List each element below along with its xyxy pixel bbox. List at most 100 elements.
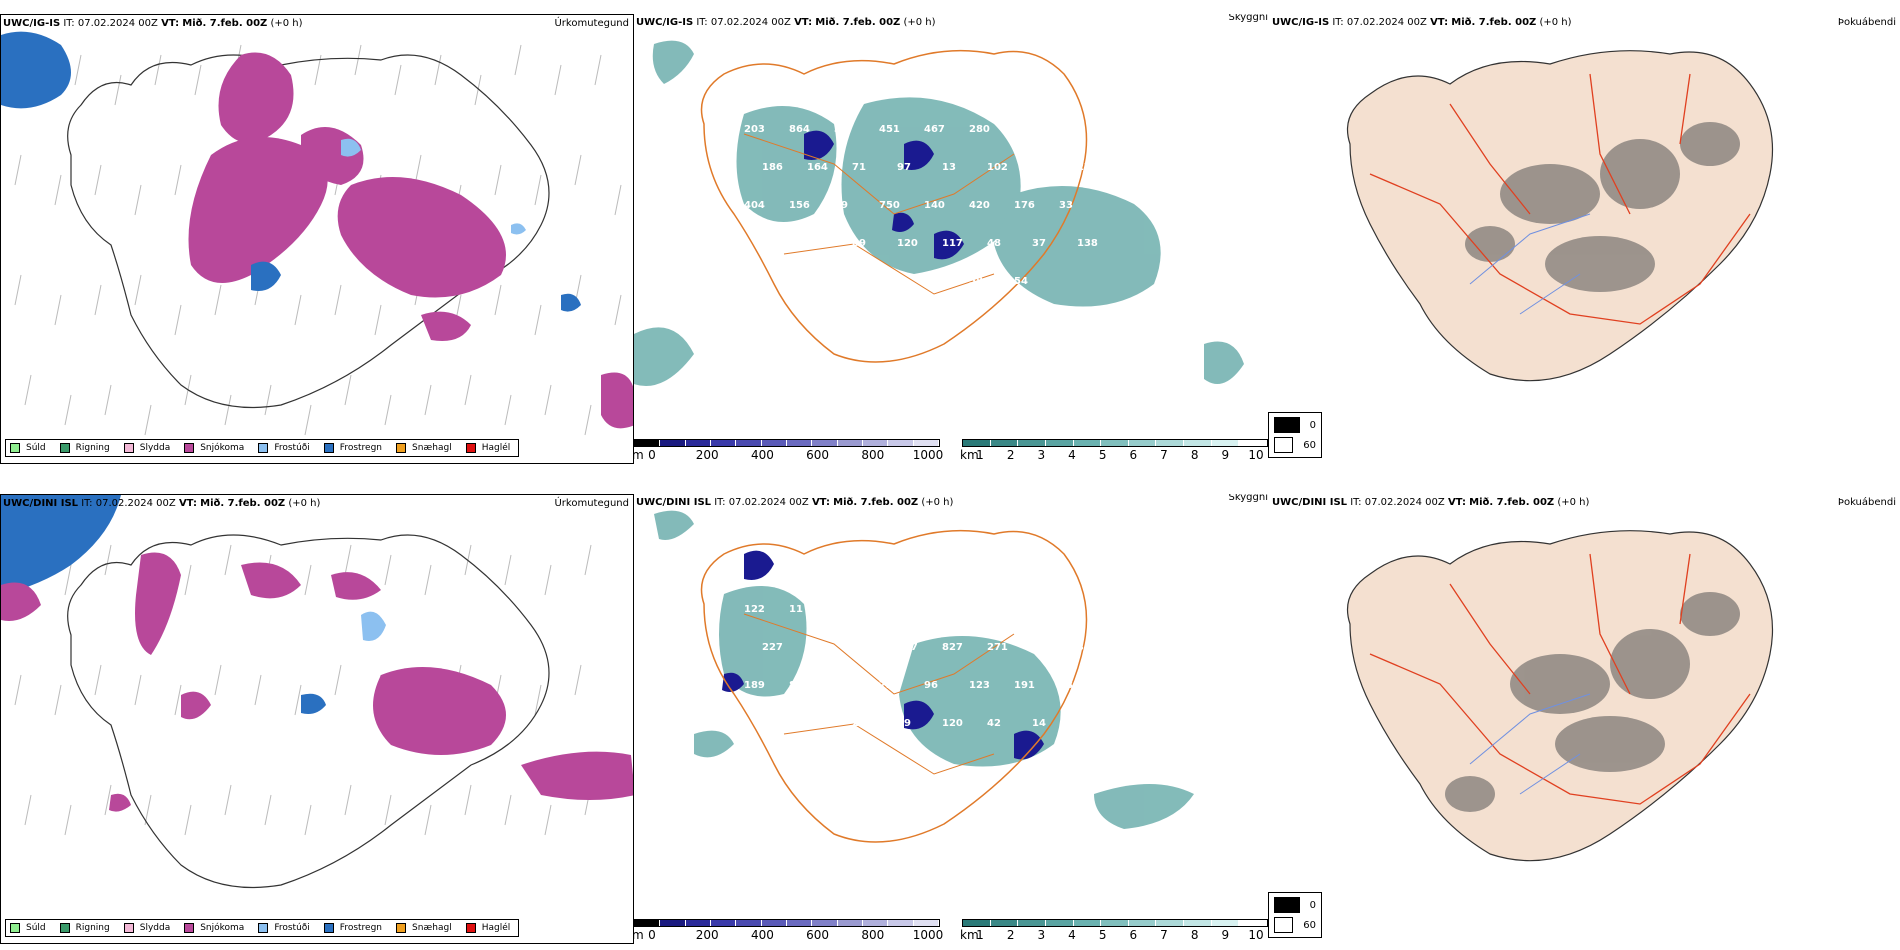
colorbar-tick: 200 — [695, 928, 719, 942]
it-value: 07.02.2024 00Z — [1364, 497, 1445, 508]
fog-roads — [1369, 73, 1751, 325]
vt-label: VT: — [794, 17, 813, 28]
legend-label: Slydda — [139, 923, 171, 933]
vt-value: Mið. 7.feb. 00Z — [1469, 497, 1555, 508]
map-value-label: 120 — [942, 718, 963, 729]
map-value-label: 12 — [1059, 124, 1073, 135]
map-value-label: 227 — [762, 642, 783, 653]
colorbar-segment — [1184, 440, 1212, 446]
map-value-label: 160 — [852, 642, 873, 653]
fog-legend-label: 60 — [1303, 919, 1316, 931]
frostregn-areas — [1, 31, 581, 312]
legend-swatch — [10, 923, 20, 933]
map-value-label: 240 — [762, 718, 783, 729]
map-value-label: 314 — [1077, 642, 1098, 653]
colorbar-tick: 0 — [648, 928, 656, 942]
fog-legend-swatch — [1274, 917, 1294, 933]
colorbar-tick: 0 — [648, 448, 656, 462]
roads — [743, 133, 1015, 295]
colorbar-segment — [837, 440, 863, 446]
colorbar-segment — [913, 440, 939, 446]
lead-time: (+0 h) — [270, 18, 303, 29]
map-value-label: 404 — [744, 200, 765, 211]
colorbar-segment — [1073, 440, 1102, 446]
panel-header: UWC/DINI ISL IT: 07.02.2024 00Z VT: Mið.… — [3, 498, 320, 509]
colorbar-segment — [963, 440, 991, 446]
colorbar-segment — [888, 920, 914, 926]
colorbar-tick: 9 — [1221, 928, 1230, 942]
legend-item: Frostúði — [258, 923, 310, 933]
map-value-label: 90 — [1077, 718, 1091, 729]
colorbar-segment — [1156, 440, 1185, 446]
precip-type-panel-bottom: UWC/DINI ISL IT: 07.02.2024 00Z VT: Mið.… — [0, 494, 634, 944]
map-value-label: 96 — [834, 604, 848, 615]
colorbar-tick: 6 — [1129, 448, 1138, 462]
iceland-outline — [67, 54, 550, 409]
legend-item: Súld — [10, 923, 46, 933]
fog-shading — [1445, 592, 1740, 812]
colorbar-tick: 3 — [1037, 448, 1046, 462]
vt-label: VT: — [178, 498, 197, 509]
map-value-label: 96 — [924, 680, 938, 691]
colorbar-segment — [660, 920, 686, 926]
map-value-label: 176 — [1014, 200, 1035, 211]
legend-label: Snæhagl — [412, 923, 452, 933]
lead-time: (+0 h) — [903, 17, 936, 28]
colorbar-tick: 9 — [1221, 448, 1230, 462]
legend-swatch — [59, 443, 70, 453]
colorbar-tick: 7 — [1160, 928, 1168, 942]
lead-time: (+0 h) — [288, 498, 321, 509]
it-label: IT: — [696, 17, 708, 28]
it-label: IT: — [714, 497, 726, 508]
colorbar-segment — [1156, 920, 1185, 926]
map-value-label: 420 — [969, 200, 990, 211]
fog-legend-top: 0 60 — [1268, 412, 1322, 458]
colorbar-segment — [761, 440, 787, 446]
it-label: IT: — [63, 18, 75, 29]
legend-swatch — [465, 923, 476, 933]
fog-roads — [1369, 553, 1751, 805]
map-value-label: 270 — [1077, 162, 1098, 173]
map-value-label: 152 — [1014, 124, 1035, 135]
map-value-label: 89 — [897, 718, 911, 729]
map-value-label: 123 — [969, 680, 990, 691]
map-value-label: 280 — [969, 124, 990, 135]
colorbar-segment — [660, 440, 686, 446]
vt-label: VT: — [1430, 17, 1449, 28]
colorbar-segment — [736, 920, 762, 926]
panel-header: UWC/IG-IS IT: 07.02.2024 00Z VT: Mið. 7.… — [636, 17, 936, 28]
fog-map-bottom — [1346, 530, 1773, 862]
map-value-label: 205 — [924, 276, 945, 287]
map-value-label: 11 — [789, 604, 803, 615]
legend-label: Haglél — [481, 923, 511, 933]
map-value-label: 277 — [924, 604, 945, 615]
map-value-label: 58 — [969, 276, 983, 287]
visibility-map-top — [634, 40, 1244, 386]
panel-title: Þokuábendi — [1837, 497, 1896, 508]
map-value-label: 83 — [807, 642, 821, 653]
wind-barbs — [14, 44, 622, 436]
visibility-panel-bottom: UWC/DINI ISL IT: 07.02.2024 00Z VT: Mið.… — [634, 494, 1270, 944]
map-value-label: 156 — [789, 200, 810, 211]
map-value-label: 203 — [744, 124, 765, 135]
map-value-label: 42 — [987, 718, 1001, 729]
iceland-outline — [67, 534, 550, 889]
panel-title: Úrkomutegund — [554, 18, 629, 29]
legend-swatch — [123, 923, 134, 933]
colorbar-segment — [990, 440, 1019, 446]
colorbar-tick: 1000 — [912, 448, 944, 462]
colorbar-segment — [963, 920, 991, 926]
map-value-label: 85 — [789, 680, 803, 691]
panel-header: UWC/DINI ISL IT: 07.02.2024 00Z VT: Mið.… — [1272, 497, 1589, 508]
map-value-label: 82 — [807, 238, 821, 249]
map-value-label: 89 — [852, 238, 866, 249]
it-label: IT: — [81, 498, 93, 509]
vt-value: Mið. 7.feb. 00Z — [182, 18, 268, 29]
map-value-label: 196 — [1032, 162, 1053, 173]
fog-legend-row: 60 — [1274, 437, 1316, 453]
colorbar-tick: 600 — [806, 448, 830, 462]
fog-legend-swatch — [1274, 437, 1294, 453]
map-value-label: 164 — [807, 162, 828, 173]
vt-label: VT: — [811, 497, 830, 508]
legend-label: Snjókoma — [200, 923, 245, 933]
